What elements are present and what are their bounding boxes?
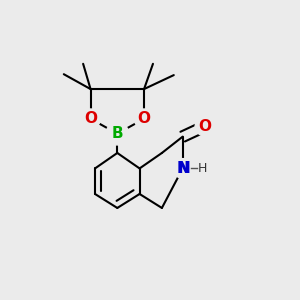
Text: B: B [112,126,123,141]
Circle shape [134,109,154,129]
Text: H: H [197,162,207,175]
Circle shape [173,159,193,178]
Circle shape [195,116,215,136]
Text: O: O [138,111,151,126]
Text: O: O [84,111,97,126]
Circle shape [106,122,129,145]
Text: O: O [199,119,212,134]
Text: N: N [176,161,189,176]
Text: N: N [178,161,190,176]
Circle shape [81,109,100,129]
